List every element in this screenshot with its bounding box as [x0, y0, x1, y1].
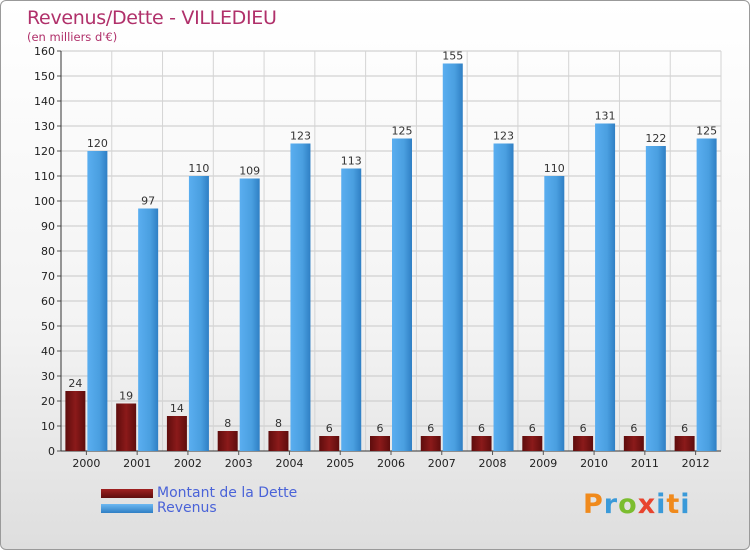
- bar-revenue: [442, 63, 463, 451]
- bar-debt: [573, 436, 594, 451]
- x-tick-label: 2008: [479, 457, 507, 470]
- y-tick-label: 30: [41, 370, 55, 383]
- y-tick-label: 130: [34, 120, 55, 133]
- y-tick-label: 10: [41, 420, 55, 433]
- bar-revenue: [544, 176, 565, 451]
- data-label: 120: [87, 137, 108, 150]
- proxiti-logo: Proxiti: [583, 489, 691, 520]
- x-tick-label: 2009: [529, 457, 557, 470]
- data-label: 109: [239, 165, 260, 178]
- chart-title: Revenus/Dette - VILLEDIEU: [27, 7, 277, 29]
- data-label: 113: [341, 155, 362, 168]
- bar-debt: [623, 436, 644, 451]
- legend-label-debt: Montant de la Dette: [157, 485, 298, 501]
- bar-debt: [420, 436, 441, 451]
- axis-layer: 0 10 20 30 40 50 60 70 80 90 100 110 120 130 140 150 160…: [34, 45, 721, 470]
- x-tick-label: 2012: [682, 457, 710, 470]
- x-tick-label: 2005: [326, 457, 354, 470]
- x-tick-label: 2000: [72, 457, 100, 470]
- y-tick-label: 140: [34, 95, 55, 108]
- data-label: 8: [275, 417, 282, 430]
- bar-debt: [370, 436, 390, 451]
- x-tick-label: 2006: [377, 457, 405, 470]
- y-tick-label: 60: [41, 295, 55, 308]
- data-label: 110: [544, 162, 565, 175]
- bar-revenue: [595, 123, 616, 451]
- x-tick-label: 2007: [428, 457, 456, 470]
- bar-debt: [471, 436, 492, 451]
- x-tick-label: 2004: [275, 457, 303, 470]
- bar-debt: [217, 431, 238, 451]
- y-tick-label: 160: [34, 45, 55, 58]
- data-label: 131: [595, 110, 616, 123]
- data-label: 6: [427, 422, 434, 435]
- y-tick-label: 20: [41, 395, 55, 408]
- data-label: 97: [141, 195, 155, 208]
- bar-revenue: [493, 143, 514, 451]
- bar-layer: [65, 63, 717, 451]
- x-tick-label: 2011: [631, 457, 659, 470]
- legend-swatch-revenue: [101, 504, 153, 513]
- y-tick-label: 150: [34, 70, 55, 83]
- y-tick-label: 110: [34, 170, 55, 183]
- bar-revenue: [392, 138, 412, 451]
- y-tick-label: 50: [41, 320, 55, 333]
- grid-layer: [60, 50, 722, 452]
- data-label: 6: [630, 422, 637, 435]
- legend-swatch-debt: [101, 489, 153, 498]
- data-label: 6: [377, 422, 384, 435]
- bar-revenue: [645, 146, 666, 451]
- y-tick-label: 90: [41, 220, 55, 233]
- data-label: 6: [529, 422, 536, 435]
- data-label: 14: [170, 402, 184, 415]
- bar-revenue: [290, 143, 311, 451]
- bar-debt: [522, 436, 543, 451]
- x-tick-label: 2002: [174, 457, 202, 470]
- y-tick-label: 80: [41, 245, 55, 258]
- data-label: 6: [326, 422, 333, 435]
- legend-label-revenue: Revenus: [157, 500, 217, 516]
- x-tick-label: 2003: [225, 457, 253, 470]
- data-label: 123: [493, 130, 514, 143]
- bar-debt: [65, 391, 86, 451]
- y-tick-label: 120: [34, 145, 55, 158]
- y-tick-label: 100: [34, 195, 55, 208]
- x-tick-label: 2001: [123, 457, 151, 470]
- y-tick-label: 0: [48, 445, 55, 458]
- bar-revenue: [87, 151, 108, 451]
- bar-debt: [268, 431, 289, 451]
- x-tick-label: 2010: [580, 457, 608, 470]
- data-label: 125: [696, 125, 717, 138]
- chart-subtitle: (en milliers d'€): [27, 30, 118, 44]
- data-label: 110: [188, 162, 209, 175]
- bar-debt: [674, 436, 695, 451]
- label-layer: 24 120 19 97 14 110 8 109 8 123 6 113 6 125 6 155 6 123 6 1…: [68, 50, 717, 436]
- bar-revenue: [188, 176, 209, 451]
- data-label: 155: [442, 50, 463, 63]
- y-tick-label: 70: [41, 270, 55, 283]
- bar-debt: [166, 416, 187, 451]
- data-label: 19: [119, 390, 133, 403]
- data-label: 8: [224, 417, 231, 430]
- data-label: 125: [392, 125, 413, 138]
- data-label: 122: [645, 132, 666, 145]
- data-label: 6: [580, 422, 587, 435]
- data-label: 6: [478, 422, 485, 435]
- data-label: 123: [290, 130, 311, 143]
- data-label: 24: [68, 377, 82, 390]
- bar-debt: [319, 436, 340, 451]
- data-label: 6: [681, 422, 688, 435]
- bar-debt: [116, 403, 137, 451]
- bar-revenue: [341, 168, 362, 451]
- bar-revenue: [138, 208, 159, 451]
- y-tick-label: 40: [41, 345, 55, 358]
- bar-revenue: [696, 138, 717, 451]
- bar-revenue: [239, 178, 260, 451]
